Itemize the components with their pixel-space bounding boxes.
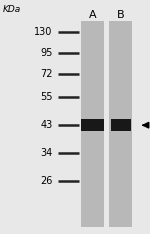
Text: 95: 95 [40,48,52,58]
Text: 43: 43 [40,120,52,130]
Bar [81,119,103,131]
Text: A: A [88,10,96,19]
Text: 130: 130 [34,27,52,37]
Text: 34: 34 [40,148,52,158]
Bar [109,21,132,227]
Text: 55: 55 [40,92,52,102]
Text: 72: 72 [40,69,52,79]
Text: KDa: KDa [3,5,21,14]
Bar [81,21,104,227]
Text: B: B [117,10,124,19]
Text: 26: 26 [40,176,52,186]
Bar [111,119,130,131]
